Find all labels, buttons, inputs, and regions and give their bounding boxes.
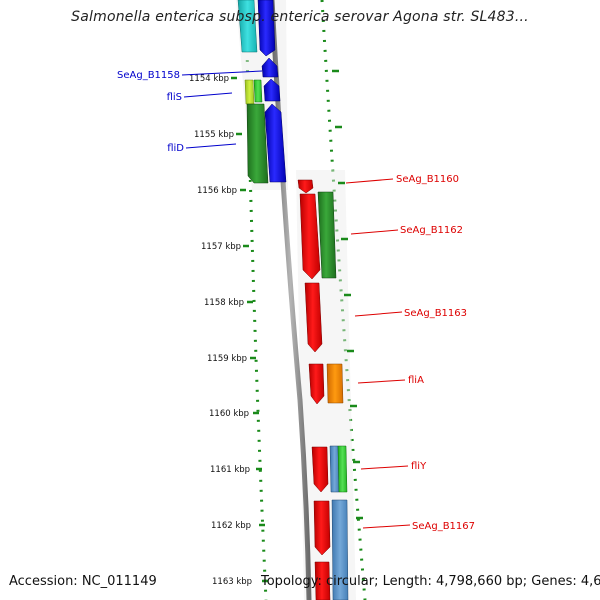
gene-flis-arrow[interactable] xyxy=(263,78,281,102)
gene-seag-b1167-red-arrow[interactable] xyxy=(313,500,331,556)
gene-label-seag-b1158[interactable]: SeAg_B1158 xyxy=(117,70,180,81)
kbp-tick-label: 1156 kbp xyxy=(197,186,237,196)
left-gene-labels: SeAg_B1158 fliS fliD xyxy=(117,70,263,154)
gene-label-seag-b1163[interactable]: SeAg_B1163 xyxy=(404,308,467,319)
leader-line-flid xyxy=(185,143,237,149)
gene-seag-b1162-arrow[interactable] xyxy=(317,191,337,279)
right-gene-labels: SeAg_B1160 SeAg_B1162 SeAg_B1163 fliA fl… xyxy=(345,174,475,532)
leader-line-flis xyxy=(183,92,233,98)
kbp-tick-label: 1162 kbp xyxy=(211,521,251,531)
gene-label-seag-b1167[interactable]: SeAg_B1167 xyxy=(412,521,475,532)
gene-fliy-arrow[interactable] xyxy=(337,445,348,493)
outer-dotted-guide-right xyxy=(320,0,367,600)
kbp-tick-label: 1155 kbp xyxy=(194,130,234,140)
gene-blue-arrow-lower[interactable] xyxy=(264,103,287,183)
gene-label-flid[interactable]: fliD xyxy=(167,143,184,154)
kbp-tick-label: 1163 kbp xyxy=(212,577,252,587)
leader-line-flia xyxy=(357,379,406,384)
kbp-tick-label: 1154 kbp xyxy=(189,74,229,84)
gene-bright-green-arrow[interactable] xyxy=(253,79,263,103)
gene-label-fliy[interactable]: fliY xyxy=(411,461,427,472)
kbp-tick-label: 1159 kbp xyxy=(207,354,247,364)
gene-glyphs-left xyxy=(237,0,287,184)
gene-seag-b1167-arrow[interactable] xyxy=(331,499,349,600)
kbp-tick-label: 1158 kbp xyxy=(204,298,244,308)
gene-lime-arrow[interactable] xyxy=(244,79,255,105)
gene-fliy-steel-arrow[interactable] xyxy=(329,445,340,493)
outer-dotted-guide-left xyxy=(244,0,268,600)
gene-label-seag-b1162[interactable]: SeAg_B1162 xyxy=(400,225,463,236)
gene-seag-b1160-arrow[interactable] xyxy=(297,179,314,194)
leader-line-seag-b1162 xyxy=(350,229,399,235)
kbp-ruler: 1154 kbp 1155 kbp 1156 kbp 1157 kbp 1158… xyxy=(189,74,268,587)
kbp-tick-label: 1161 kbp xyxy=(210,465,250,475)
gene-red-arrow-1161[interactable] xyxy=(299,193,321,280)
gene-seag-b1158-arrow[interactable] xyxy=(261,57,279,78)
gene-glyphs-right xyxy=(297,179,349,600)
gene-label-flis[interactable]: fliS xyxy=(167,92,182,103)
leader-line-fliy xyxy=(360,465,409,470)
map-title: Salmonella enterica subsp. enterica sero… xyxy=(71,9,529,25)
gene-flid-arrow[interactable] xyxy=(246,103,269,184)
leader-line-seag-b1167 xyxy=(362,524,411,529)
leader-line-seag-b1158 xyxy=(181,70,263,76)
gene-red-arrow-bottom[interactable] xyxy=(314,561,331,600)
gene-flia-red-arrow[interactable] xyxy=(308,363,325,405)
gene-blue-arrow-top[interactable] xyxy=(257,0,276,57)
gene-cyan-arrow[interactable] xyxy=(237,0,258,53)
kbp-tick-label: 1160 kbp xyxy=(209,409,249,419)
gene-label-seag-b1160[interactable]: SeAg_B1160 xyxy=(396,174,459,185)
gene-label-flia[interactable]: fliA xyxy=(408,375,424,386)
gene-seag-b1163-arrow[interactable] xyxy=(304,282,323,353)
outer-guide-ticks xyxy=(332,69,363,520)
leader-line-seag-b1163 xyxy=(354,311,403,317)
kbp-tick-label: 1157 kbp xyxy=(201,242,241,252)
genome-summary-text: Topology: circular; Length: 4,798,660 bp… xyxy=(261,574,600,589)
gene-fliy-red-arrow[interactable] xyxy=(311,446,329,493)
accession-text: Accession: NC_011149 xyxy=(9,574,157,589)
leader-line-seag-b1160 xyxy=(345,178,394,184)
gene-flia-arrow[interactable] xyxy=(326,363,344,404)
